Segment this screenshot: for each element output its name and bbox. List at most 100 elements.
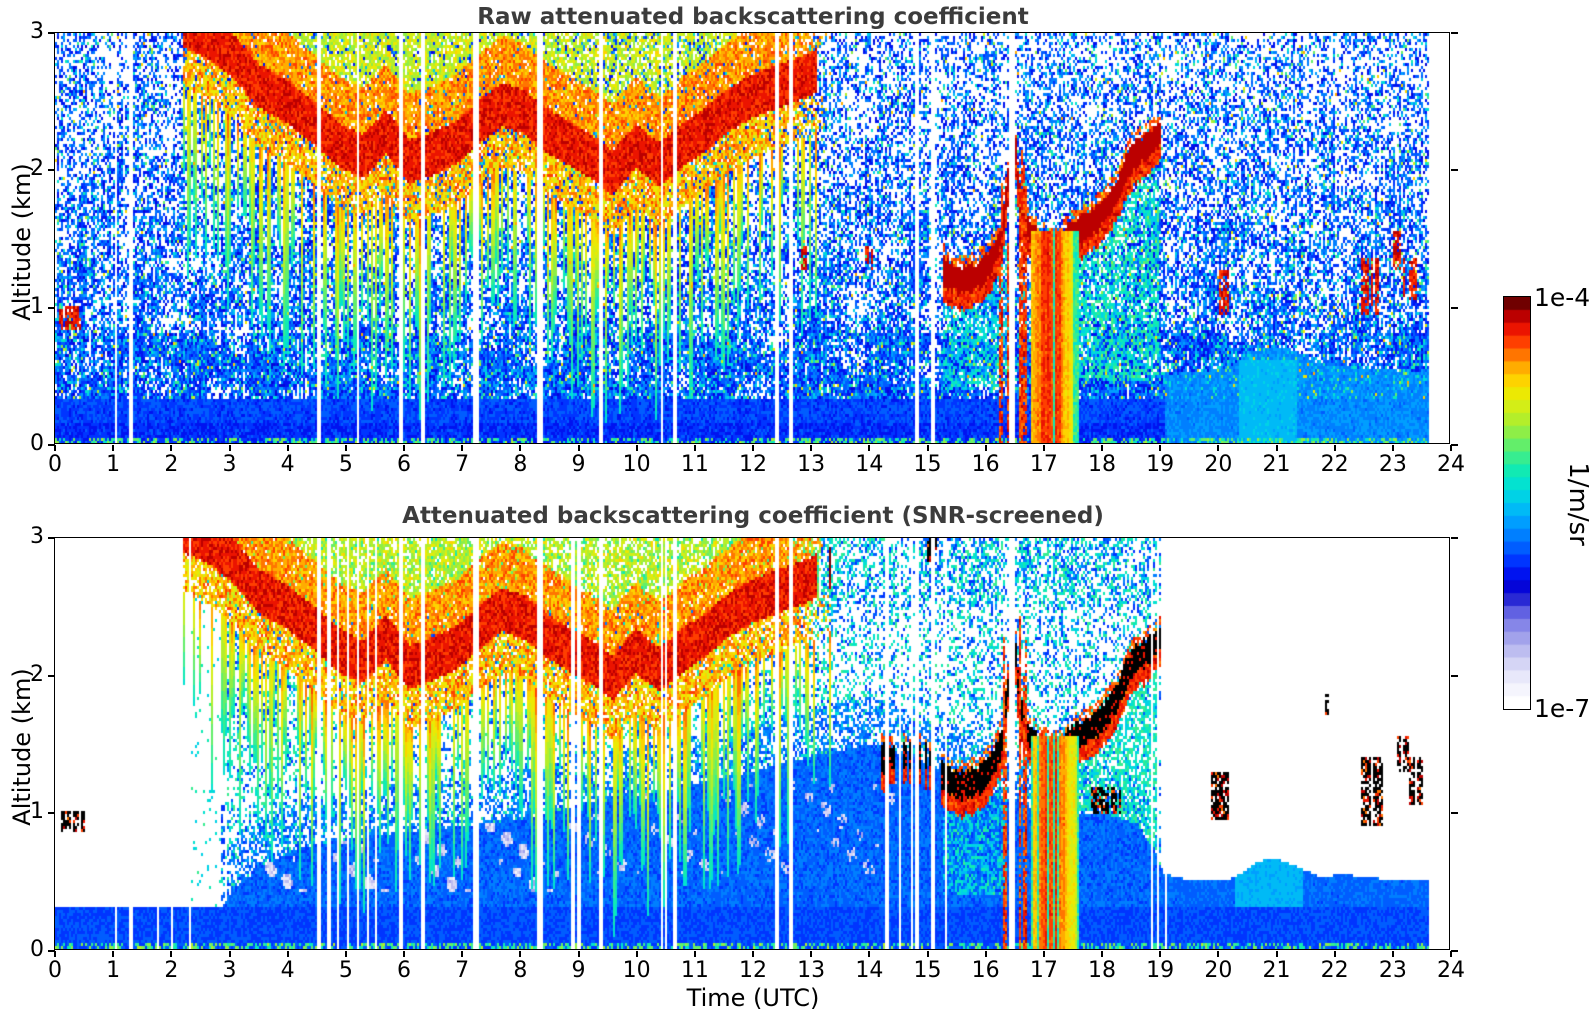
x-tick [461, 951, 464, 957]
x-tick [1333, 951, 1336, 957]
x-tick [693, 951, 696, 957]
x-tick-label: 8 [513, 452, 528, 477]
x-tick [984, 951, 987, 957]
x-tick [1042, 951, 1045, 957]
y-tick-right [1451, 674, 1458, 677]
x-tick [1275, 951, 1278, 957]
x-tick [519, 951, 522, 957]
x-tick [810, 445, 813, 451]
x-tick [1101, 951, 1103, 957]
x-tick-label: 9 [571, 452, 586, 477]
colorbar-max-label: 1e-4 [1534, 283, 1591, 312]
x-tick [1042, 445, 1045, 451]
y-tick-right [1451, 306, 1458, 309]
x-tick [1391, 951, 1394, 957]
x-tick [228, 951, 231, 957]
x-tick [344, 445, 347, 451]
x-tick-label: 17 [1029, 958, 1058, 983]
y-tick-label: 2 [30, 156, 44, 182]
x-tick [1217, 445, 1220, 451]
x-tick-label: 11 [680, 958, 709, 983]
x-tick-label: 10 [622, 452, 651, 477]
y-tick-label: 3 [30, 524, 44, 549]
x-tick-label: 9 [571, 958, 586, 983]
x-tick [1391, 445, 1394, 451]
x-tick-label: 18 [1088, 958, 1116, 983]
x-tick-label: 17 [1029, 452, 1058, 477]
x-tick [752, 951, 754, 957]
x-tick [1450, 951, 1452, 957]
x-tick-label: 23 [1378, 958, 1407, 983]
colorbar [1503, 296, 1531, 710]
x-tick [344, 951, 347, 957]
y-tick [48, 674, 55, 677]
x-tick [54, 951, 56, 957]
y-tick-right [1451, 169, 1458, 172]
x-tick [170, 951, 173, 957]
panel1-heatmap [54, 32, 1450, 444]
x-tick-label: 21 [1262, 452, 1291, 477]
x-tick-label: 19 [1146, 958, 1175, 983]
y-tick-right [1451, 537, 1458, 539]
x-tick [1159, 445, 1162, 451]
x-tick-label: 16 [971, 958, 1000, 983]
x-tick-label: 13 [797, 452, 826, 477]
x-tick-label: 24 [1437, 958, 1465, 983]
y-tick-right [1451, 444, 1458, 446]
y-tick [48, 812, 55, 815]
x-tick-label: 15 [913, 958, 942, 983]
x-tick-label: 16 [971, 452, 1000, 477]
x-tick [1159, 951, 1162, 957]
x-tick-label: 5 [338, 452, 353, 477]
panel1-title: Raw attenuated backscattering coefficien… [477, 4, 1029, 30]
x-tick-label: 21 [1262, 958, 1291, 983]
x-tick-label: 8 [513, 958, 528, 983]
x-tick [403, 445, 405, 451]
x-tick-label: 20 [1204, 958, 1233, 983]
x-tick [1275, 445, 1278, 451]
x-tick [752, 445, 754, 451]
x-tick-label: 12 [739, 452, 767, 477]
x-tick-label: 19 [1146, 452, 1175, 477]
x-tick [170, 445, 173, 451]
x-tick [286, 445, 289, 451]
x-tick [1101, 445, 1103, 451]
x-tick [984, 445, 987, 451]
x-tick [403, 951, 405, 957]
x-tick [810, 951, 813, 957]
x-tick-label: 6 [397, 452, 411, 477]
x-tick-label: 2 [164, 452, 179, 477]
y-tick-right [1451, 950, 1458, 952]
x-tick-label: 18 [1088, 452, 1116, 477]
x-tick [693, 445, 696, 451]
x-tick-label: 12 [739, 958, 767, 983]
y-tick [48, 306, 55, 309]
x-tick [112, 445, 115, 451]
x-tick [112, 951, 115, 957]
x-tick-label: 7 [455, 452, 470, 477]
x-tick-label: 14 [855, 958, 884, 983]
x-tick-label: 20 [1204, 452, 1233, 477]
x-tick-label: 5 [338, 958, 353, 983]
x-tick-label: 1 [106, 958, 121, 983]
x-tick-label: 14 [855, 452, 884, 477]
x-tick-label: 4 [280, 958, 295, 983]
x-tick [868, 445, 871, 451]
panel2-heatmap [54, 537, 1450, 950]
x-tick [635, 445, 638, 451]
panel2-title: Attenuated backscattering coefficient (S… [402, 503, 1104, 529]
x-tick-label: 23 [1378, 452, 1407, 477]
x-tick [1333, 445, 1336, 451]
x-tick-label: 22 [1320, 452, 1349, 477]
x-tick-label: 2 [164, 958, 179, 983]
y-tick-label: 1 [30, 799, 44, 825]
x-tick [926, 951, 929, 957]
x-axis-label: Time (UTC) [686, 984, 820, 1012]
x-tick-label: 24 [1437, 452, 1465, 477]
y-tick-label: 0 [30, 937, 44, 962]
y-tick-label: 2 [30, 661, 44, 687]
x-tick [519, 445, 522, 451]
y-tick-label: 1 [30, 293, 44, 319]
x-tick-label: 10 [622, 958, 651, 983]
